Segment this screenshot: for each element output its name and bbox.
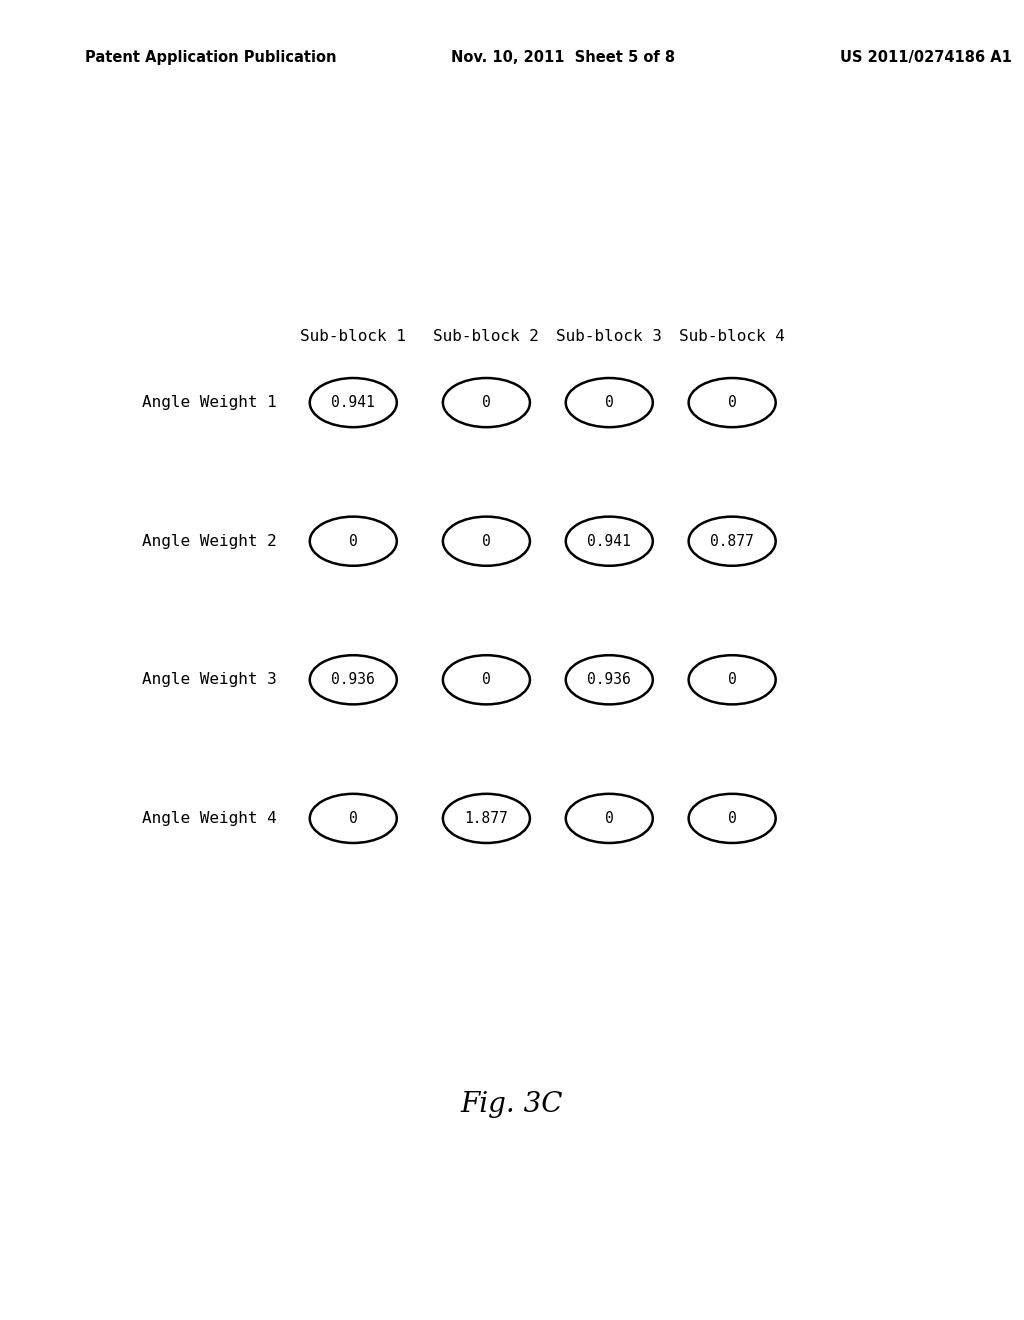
Text: 0: 0 (482, 672, 490, 688)
Text: 0: 0 (728, 395, 736, 411)
Text: Sub-block 1: Sub-block 1 (300, 329, 407, 345)
Text: 0: 0 (349, 533, 357, 549)
Text: Patent Application Publication: Patent Application Publication (85, 50, 337, 65)
Text: Angle Weight 3: Angle Weight 3 (141, 672, 276, 688)
Text: Angle Weight 2: Angle Weight 2 (141, 533, 276, 549)
Text: Fig. 3C: Fig. 3C (461, 1092, 563, 1118)
Text: 0: 0 (728, 810, 736, 826)
Text: Sub-block 4: Sub-block 4 (679, 329, 785, 345)
Text: Sub-block 2: Sub-block 2 (433, 329, 540, 345)
Text: 0.936: 0.936 (332, 672, 375, 688)
Text: Angle Weight 1: Angle Weight 1 (141, 395, 276, 411)
Text: 1.877: 1.877 (465, 810, 508, 826)
Text: Nov. 10, 2011  Sheet 5 of 8: Nov. 10, 2011 Sheet 5 of 8 (451, 50, 675, 65)
Text: 0: 0 (349, 810, 357, 826)
Text: 0.941: 0.941 (332, 395, 375, 411)
Text: 0: 0 (605, 395, 613, 411)
Text: 0.941: 0.941 (588, 533, 631, 549)
Text: 0.936: 0.936 (588, 672, 631, 688)
Text: 0.877: 0.877 (711, 533, 754, 549)
Text: 0: 0 (482, 395, 490, 411)
Text: 0: 0 (605, 810, 613, 826)
Text: 0: 0 (482, 533, 490, 549)
Text: 0: 0 (728, 672, 736, 688)
Text: US 2011/0274186 A1: US 2011/0274186 A1 (840, 50, 1012, 65)
Text: Angle Weight 4: Angle Weight 4 (141, 810, 276, 826)
Text: Sub-block 3: Sub-block 3 (556, 329, 663, 345)
